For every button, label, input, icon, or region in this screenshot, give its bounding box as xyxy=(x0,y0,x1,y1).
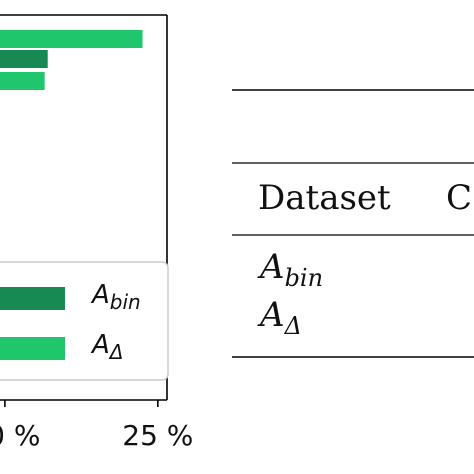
legend-swatch xyxy=(0,337,65,360)
legend-box xyxy=(0,261,169,381)
bar xyxy=(0,72,45,90)
legend-label: Abin xyxy=(90,280,141,314)
table-cell: Abin xyxy=(260,247,324,292)
bar xyxy=(0,50,48,68)
table-header: C xyxy=(446,178,473,218)
legend-swatch xyxy=(0,287,65,310)
x-tick-label: 25 % xyxy=(122,419,193,452)
legend-label: AΔ xyxy=(90,330,123,364)
table-header: Dataset xyxy=(258,178,391,218)
bar xyxy=(0,30,143,48)
x-tick-label: 20 % xyxy=(0,419,40,452)
table-cell: AΔ xyxy=(260,295,302,340)
